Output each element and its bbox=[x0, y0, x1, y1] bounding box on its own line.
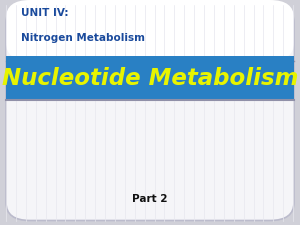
Bar bbox=[6, 56, 294, 100]
Text: Nitrogen Metabolism: Nitrogen Metabolism bbox=[21, 33, 145, 43]
Text: UNIT IV:: UNIT IV: bbox=[21, 8, 68, 18]
FancyBboxPatch shape bbox=[6, 0, 294, 61]
Text: Nucleotide Metabolism: Nucleotide Metabolism bbox=[2, 67, 298, 90]
FancyBboxPatch shape bbox=[6, 4, 294, 220]
Text: Part 2: Part 2 bbox=[132, 194, 168, 204]
